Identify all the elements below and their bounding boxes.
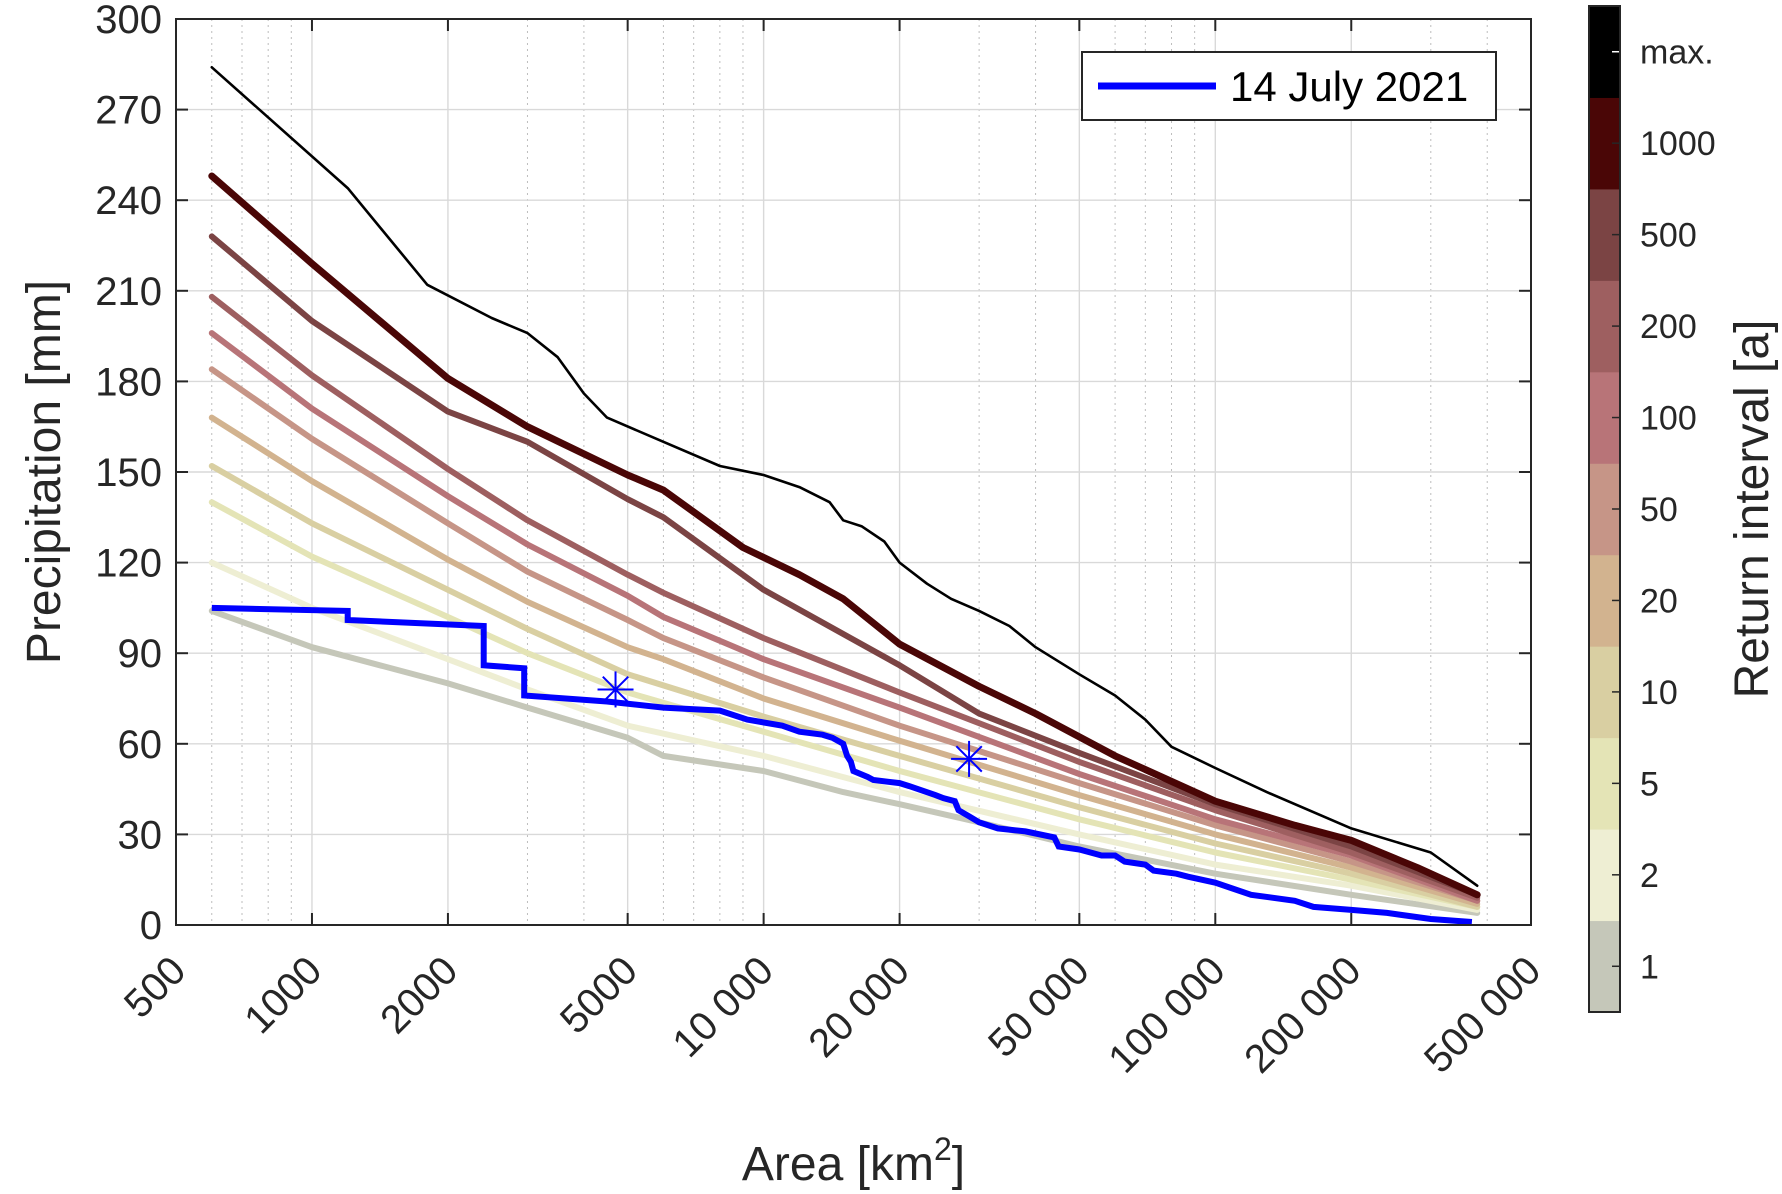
x-tick-label: 5000 <box>552 948 646 1042</box>
return-period-line-2 <box>208 559 1481 913</box>
return-period-line-50 <box>208 366 1481 904</box>
x-tick-label: 1000 <box>236 948 330 1042</box>
colorbar-label: 20 <box>1640 582 1678 620</box>
return-period-line-200 <box>208 293 1481 901</box>
x-axis-title-main: Area [km <box>742 1138 934 1191</box>
x-tick-label: 2000 <box>372 948 466 1042</box>
x-tick-label: 10 000 <box>664 948 782 1066</box>
y-tick-label: 270 <box>95 89 162 133</box>
y-tick-label: 120 <box>95 542 162 586</box>
return-period-line-20 <box>208 414 1481 907</box>
return-period-line-5 <box>208 499 1481 910</box>
x-axis-title-end: ] <box>952 1138 965 1191</box>
y-tick-label: 60 <box>118 723 163 767</box>
y-tick-label: 90 <box>118 632 163 676</box>
colorbar-label: max. <box>1640 34 1714 72</box>
x-axis-title-superscript: 2 <box>934 1131 952 1167</box>
x-tick-label: 20 000 <box>800 948 918 1066</box>
colorbar-label: 200 <box>1640 308 1697 346</box>
return-period-line-100 <box>208 330 1481 904</box>
x-tick-label: 500 <box>116 948 194 1026</box>
legend-label-14-july-2021: 14 July 2021 <box>1230 63 1468 110</box>
colorbar-title: Return interval [a] <box>1726 320 1779 699</box>
y-tick-label: 210 <box>95 270 162 314</box>
colorbar-label: 1000 <box>1640 125 1716 163</box>
y-tick-label: 30 <box>118 813 163 857</box>
asterisk-stroke <box>602 676 629 703</box>
y-tick-label: 150 <box>95 451 162 495</box>
colorbar-label: 50 <box>1640 491 1678 529</box>
colorbar-label: 500 <box>1640 217 1697 255</box>
legend: 14 July 2021 <box>1081 51 1497 121</box>
colorbar-label: 2 <box>1640 857 1659 895</box>
y-tick-label: 300 <box>95 0 162 42</box>
y-tick-label: 0 <box>140 904 162 948</box>
axis-ticks: 0 30 60 90 120 150 180 210 240 270 300 500 1000 2000 5… <box>95 0 1549 1082</box>
colorbar: 1 2 5 10 20 50 100 200 500 1000 max. <box>1588 5 1716 1013</box>
colorbar-frame <box>1588 5 1621 1013</box>
x-tick-label: 50 000 <box>980 948 1098 1066</box>
asterisk-marker-2 <box>951 740 988 777</box>
colorbar-label: 10 <box>1640 674 1678 712</box>
y-tick-label: 180 <box>95 360 162 404</box>
x-axis-title: Area [km2] <box>742 1131 965 1191</box>
x-tick-label: 500 000 <box>1416 948 1549 1081</box>
return-period-line-1000 <box>208 172 1481 899</box>
series-layer <box>208 66 1481 925</box>
x-tick-label: 100 000 <box>1100 948 1233 1081</box>
series-line-14-july-2021 <box>211 604 1473 925</box>
colorbar-label: 1 <box>1640 948 1659 986</box>
y-tick-label: 240 <box>95 179 162 223</box>
colorbar-label: 100 <box>1640 400 1697 438</box>
return-period-line-1 <box>208 607 1481 916</box>
return-period-line-max <box>210 66 1479 888</box>
grid <box>175 18 1532 926</box>
asterisk-marker-1 <box>597 671 634 708</box>
return-period-line-10 <box>208 463 1481 910</box>
colorbar-label: 5 <box>1640 765 1659 803</box>
y-axis-title: Precipitation [mm] <box>18 280 71 664</box>
asterisk-stroke <box>955 745 983 773</box>
x-tick-label: 200 000 <box>1236 948 1369 1081</box>
